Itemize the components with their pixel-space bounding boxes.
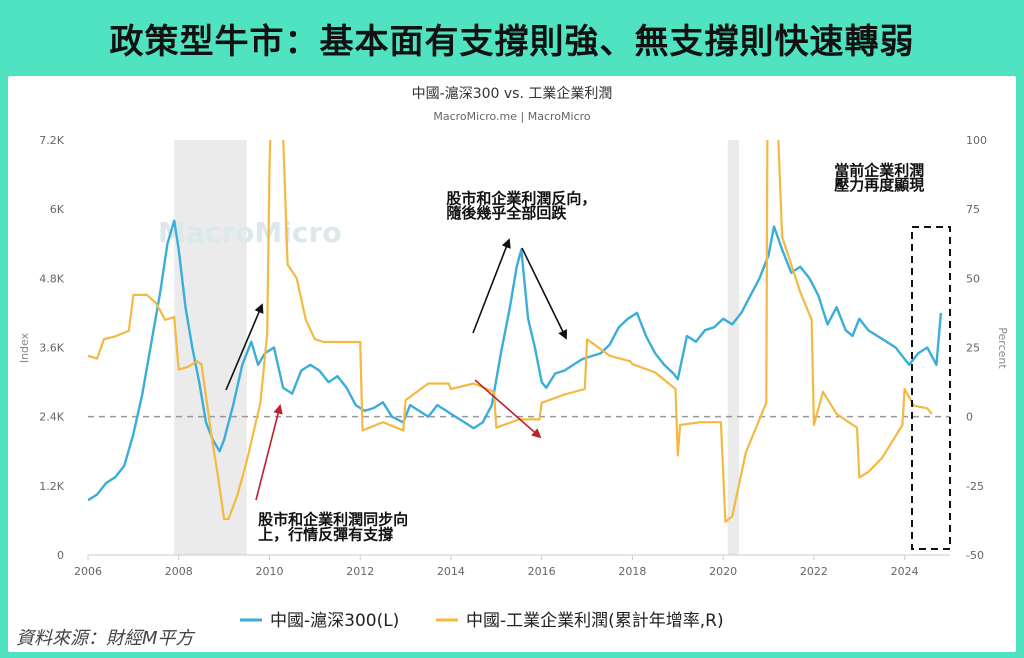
y-right-tick-label: 100 xyxy=(966,134,987,147)
arrow-up-csi300 xyxy=(225,303,264,391)
chart-title: 中國-滬深300 vs. 工業企業利潤 xyxy=(412,85,613,102)
legend-label-1: 中國-工業企業利潤(累計年增率,R) xyxy=(466,611,724,631)
x-tick-label: 2010 xyxy=(255,565,283,578)
annotation-0: 股市和企業利潤同步向 xyxy=(258,510,408,528)
annotation-5: 壓力再度顯現 xyxy=(834,176,924,194)
source-note: 資料來源：財經M平方 xyxy=(16,628,194,649)
watermark: MacroMicro xyxy=(158,216,342,249)
x-tick-label: 2016 xyxy=(528,565,556,578)
annotation-2: 股市和企業利潤反向， xyxy=(446,189,596,207)
annotation-1: 上，行情反彈有支撐 xyxy=(258,525,393,543)
x-tick-label: 2018 xyxy=(618,565,646,578)
y-right-tick-label: 25 xyxy=(966,342,980,355)
y-right-tick-label: 75 xyxy=(966,203,980,216)
series-layer xyxy=(88,140,943,523)
annotation-3: 隨後幾乎全部回跌 xyxy=(446,204,567,222)
y-left-tick-label: 4.8K xyxy=(39,272,64,285)
y-left-tick-label: 7.2K xyxy=(39,134,64,147)
y-left-tick-label: 3.6K xyxy=(39,342,64,355)
y-left-tick-label: 0 xyxy=(57,549,64,562)
y-left-tick-label: 6K xyxy=(50,203,65,216)
axes: 2006 2008 2010 2012 2014 2016 2018 2020 2022 2024… xyxy=(39,134,987,578)
x-tick-label: 2012 xyxy=(346,565,374,578)
recession-shading xyxy=(174,140,740,555)
annotation-layer xyxy=(225,226,951,550)
arrow-down-profits-2015 xyxy=(474,379,542,439)
series-clip-group xyxy=(88,140,943,523)
annotation-4: 當前企業利潤 xyxy=(834,162,924,180)
y-left-label: Index xyxy=(18,332,31,363)
arrow-up-csi300-2015 xyxy=(472,238,511,334)
y-left-tick-label: 1.2K xyxy=(39,480,64,493)
y-right-tick-label: 50 xyxy=(966,272,980,285)
chart-subtitle: MacroMicro.me | MacroMicro xyxy=(433,110,591,123)
x-tick-label: 2014 xyxy=(437,565,465,578)
banner-title: 政策型牛市：基本面有支撐則強、無支撐則快速轉弱 xyxy=(109,21,915,62)
arrow-down-csi300-2015 xyxy=(521,247,567,340)
x-tick-label: 2020 xyxy=(709,565,737,578)
profits-line xyxy=(88,140,933,523)
legend-label-0: 中國-滬深300(L) xyxy=(270,611,399,631)
arrow-up-profits xyxy=(255,404,283,501)
shaded-period-0 xyxy=(174,140,247,555)
x-tick-label: 2008 xyxy=(165,565,193,578)
y-right-label: Percent xyxy=(996,327,1009,369)
y-right-tick-label: 0 xyxy=(966,411,973,424)
x-tick-label: 2022 xyxy=(800,565,828,578)
x-tick-label: 2024 xyxy=(891,565,919,578)
y-right-tick-label: -50 xyxy=(966,549,984,562)
shaded-period-1 xyxy=(727,140,740,555)
x-tick-label: 2006 xyxy=(74,565,102,578)
csi300-line xyxy=(88,219,943,502)
highlight-box xyxy=(911,226,951,550)
legend: 中國-滬深300(L) 中國-工業企業利潤(累計年增率,R) xyxy=(240,611,724,631)
y-left-tick-label: 2.4K xyxy=(39,411,64,424)
banner: 政策型牛市：基本面有支撐則強、無支撐則快速轉弱 xyxy=(0,0,1024,76)
y-right-tick-label: -25 xyxy=(966,480,984,493)
